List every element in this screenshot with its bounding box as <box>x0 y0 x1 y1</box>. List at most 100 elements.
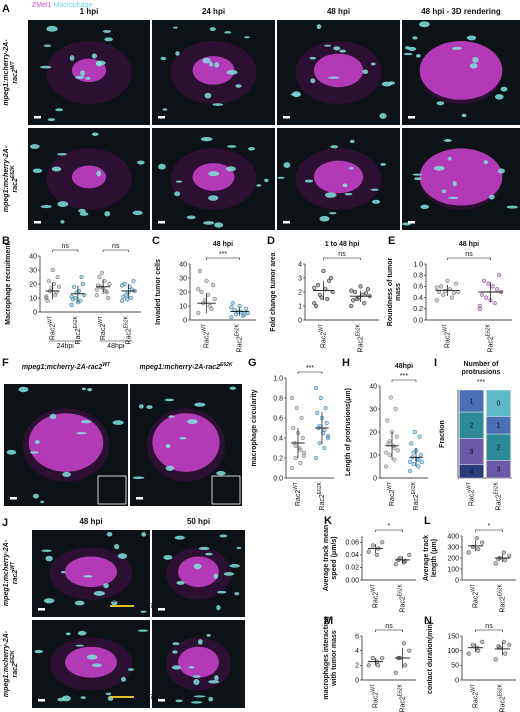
label-base: Rac2 <box>500 596 507 612</box>
y-axis-label: speed (μm/s) <box>331 536 338 579</box>
speed-label: Speed <box>112 688 132 695</box>
scale-bar <box>158 608 165 611</box>
macrophage <box>419 21 430 28</box>
row-label-line: mpeg1:mcherry-2A- <box>3 145 10 212</box>
data-point <box>387 452 392 458</box>
label-base: Rac2 <box>389 490 396 506</box>
y-tick-label: 40 <box>29 253 37 260</box>
data-point <box>352 289 358 295</box>
data-point <box>197 268 202 274</box>
macrophage <box>436 101 445 106</box>
data-point <box>403 663 408 668</box>
bar-segment <box>459 389 484 413</box>
data-point <box>407 648 412 653</box>
row-label-line: rac2WT <box>10 561 19 584</box>
macrophage <box>349 139 355 143</box>
y-tick-label: 20 <box>179 289 187 296</box>
data-point <box>291 425 296 431</box>
data-point <box>196 310 201 316</box>
significance-bracket <box>391 379 417 382</box>
y-tick-label: 150 <box>447 633 459 640</box>
data-point <box>474 536 479 541</box>
macrophage <box>132 476 145 479</box>
bar-segment <box>459 438 484 465</box>
significance-bracket <box>206 257 240 260</box>
data-point <box>363 291 369 296</box>
macrophage <box>32 493 39 499</box>
chart-title: Number of <box>464 361 500 368</box>
label-base: Rac2 <box>373 592 380 608</box>
label-sup: E62K <box>356 323 362 336</box>
data-point <box>211 282 216 288</box>
row-label-line: rac2E62K <box>10 650 19 677</box>
macrophage <box>47 118 56 122</box>
data-point <box>293 455 298 461</box>
data-point <box>119 298 125 303</box>
y-tick-label: 0.02 <box>345 565 359 572</box>
macrophage <box>234 592 240 596</box>
macrophage <box>105 692 112 696</box>
bar-segment <box>459 411 484 439</box>
data-point <box>449 295 454 300</box>
data-point <box>229 315 234 320</box>
y-tick-label: 0.06 <box>345 540 359 547</box>
data-point <box>370 655 375 661</box>
tumor <box>65 556 117 588</box>
data-point <box>370 543 375 548</box>
macrophage <box>209 27 216 32</box>
macrophage <box>40 205 52 209</box>
label-sup: WT <box>98 316 104 324</box>
data-point <box>301 453 307 459</box>
speed-min: 0.001 <box>90 603 108 610</box>
macrophage <box>216 590 227 594</box>
data-point <box>55 274 60 280</box>
macrophage <box>80 420 92 424</box>
macrophage <box>205 552 213 556</box>
label-base: Rac2 <box>373 692 380 708</box>
label-base: Rac2 <box>473 692 480 708</box>
y-tick-label: 30 <box>369 406 377 413</box>
segment-label: 2 <box>470 423 474 430</box>
data-point <box>294 405 299 411</box>
panel-letter: I <box>434 357 437 369</box>
macrophage <box>197 639 203 645</box>
macrophage <box>80 696 86 700</box>
data-point <box>484 295 489 300</box>
macrophage <box>132 210 143 216</box>
label-sup: E62K <box>317 481 323 494</box>
data-point <box>470 642 475 647</box>
macrophage <box>248 146 255 151</box>
data-point <box>494 287 500 292</box>
y-tick-label: 0 <box>183 317 187 324</box>
data-point <box>325 296 330 302</box>
data-point <box>326 278 332 283</box>
x-tick-label: Rac2WT <box>387 482 396 506</box>
x-tick-label: Rac2WT <box>98 316 107 340</box>
data-point <box>322 445 327 451</box>
data-point <box>503 651 508 656</box>
x-tick-label: Rac2E62K <box>411 481 420 510</box>
data-point <box>445 278 450 283</box>
data-point <box>365 287 371 292</box>
label-sup: WT <box>371 684 377 692</box>
bar-segment <box>486 433 511 461</box>
macrophage <box>32 168 43 174</box>
macrophage <box>330 145 339 149</box>
row-label-line: mpeg1:mcherry-2A- <box>3 539 10 606</box>
y-axis-label: with tumor mass <box>331 630 338 687</box>
speed-label: Speed <box>112 597 132 604</box>
data-point <box>476 547 481 552</box>
scale-bar <box>34 116 41 119</box>
data-point <box>407 459 413 465</box>
data-point <box>480 639 485 644</box>
label-base: Rac2 <box>358 336 365 352</box>
macrophage <box>57 201 69 208</box>
data-point <box>94 287 99 292</box>
x-tick-label: Rac2WT <box>471 684 480 708</box>
macrophage <box>117 553 128 559</box>
label-sup: E62K <box>398 683 404 696</box>
image-title: mpeg1:mcherry-2A-rac2E62K <box>139 362 232 371</box>
significance-label: ns <box>112 243 120 250</box>
scale-bar <box>408 221 415 224</box>
y-axis-label: Length of protrusions(μm) <box>345 388 352 476</box>
